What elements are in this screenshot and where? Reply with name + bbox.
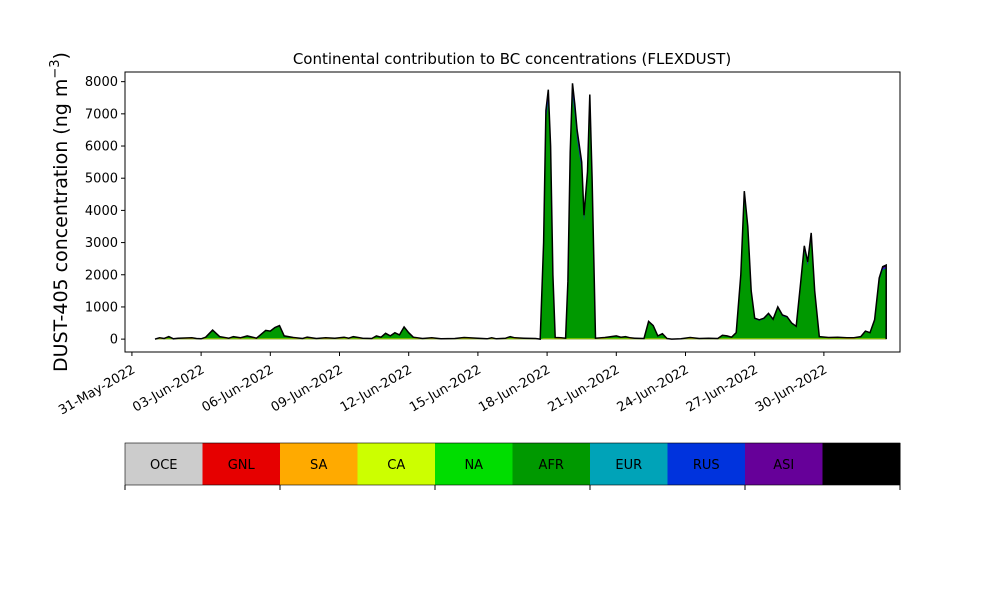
- colorbar-label-sa: SA: [310, 458, 327, 473]
- y-tick-label: 7000: [85, 107, 118, 122]
- y-axis: 0 1000 2000 3000 4000 5000 6000 7000 8000: [85, 75, 125, 348]
- x-tick-label: 03-Jun-2022: [130, 362, 207, 415]
- colorbar-swatch-ca: [357, 443, 436, 485]
- colorbar-label-ca: CA: [387, 458, 405, 473]
- region-colorbar: OCE GNL SA CA NA AFR EUR RUS ASI AUS: [124, 442, 901, 490]
- y-axis-label-exponent: −3: [48, 59, 63, 78]
- colorbar-swatch-eur: [590, 443, 668, 485]
- chart-title: Continental contribution to BC concentra…: [293, 50, 731, 68]
- y-axis-label-text: DUST-405 concentration (ng m: [50, 79, 72, 372]
- y-axis-label-close: ): [50, 52, 72, 59]
- colorbar-swatch-oce: [125, 443, 203, 485]
- x-tick-label: 30-Jun-2022: [753, 362, 830, 415]
- colorbar-label-eur: EUR: [615, 458, 642, 473]
- x-tick-label: 06-Jun-2022: [199, 362, 276, 415]
- colorbar-swatch-rus: [667, 443, 746, 485]
- colorbar-label-na: NA: [464, 458, 483, 473]
- y-tick-label: 6000: [85, 140, 118, 155]
- y-tick-label: 3000: [85, 236, 118, 251]
- colorbar-label-afr: AFR: [539, 458, 564, 473]
- area-series-asi: [155, 87, 887, 340]
- y-tick-label: 0: [110, 333, 118, 348]
- x-tick-label: 15-Jun-2022: [407, 362, 484, 415]
- colorbar-swatch-asi: [745, 443, 823, 485]
- x-tick-label: 21-Jun-2022: [545, 362, 622, 415]
- colorbar-label-rus: RUS: [693, 458, 720, 473]
- colorbar-swatch-na: [435, 443, 513, 485]
- area-series-rus: [155, 90, 887, 340]
- x-tick-label: 24-Jun-2022: [615, 362, 692, 415]
- plot-frame: [124, 71, 901, 353]
- x-tick-label: 27-Jun-2022: [684, 362, 761, 415]
- colorbar-swatch-afr: [512, 443, 591, 485]
- colorbar-swatch-aus: [822, 443, 901, 485]
- area-series-afr: [155, 94, 887, 340]
- y-axis-label: DUST-405 concentration (ng m−3): [48, 52, 72, 372]
- x-tick-label: 12-Jun-2022: [338, 362, 415, 415]
- colorbar-frame: [124, 442, 901, 486]
- colorbar-swatch-sa: [280, 443, 358, 485]
- y-tick-label: 8000: [85, 75, 118, 90]
- colorbar-label-asi: ASI: [773, 458, 794, 473]
- colorbar-swatch-gnl: [202, 443, 281, 485]
- colorbar-label-aus: AUS: [848, 458, 875, 473]
- total-outline: [154, 83, 887, 340]
- y-tick-label: 5000: [85, 172, 118, 187]
- area-series-aus: [155, 83, 887, 340]
- colorbar-label-oce: OCE: [150, 458, 178, 473]
- x-axis: 31-May-202203-Jun-202206-Jun-202209-Jun-…: [56, 352, 830, 418]
- x-tick-label: 18-Jun-2022: [476, 362, 553, 415]
- colorbar-label-gnl: GNL: [228, 458, 256, 473]
- y-tick-label: 1000: [85, 300, 118, 315]
- y-tick-label: 4000: [85, 204, 118, 219]
- y-tick-label: 2000: [85, 268, 118, 283]
- x-tick-label: 09-Jun-2022: [269, 362, 346, 415]
- plot-area: [154, 83, 887, 340]
